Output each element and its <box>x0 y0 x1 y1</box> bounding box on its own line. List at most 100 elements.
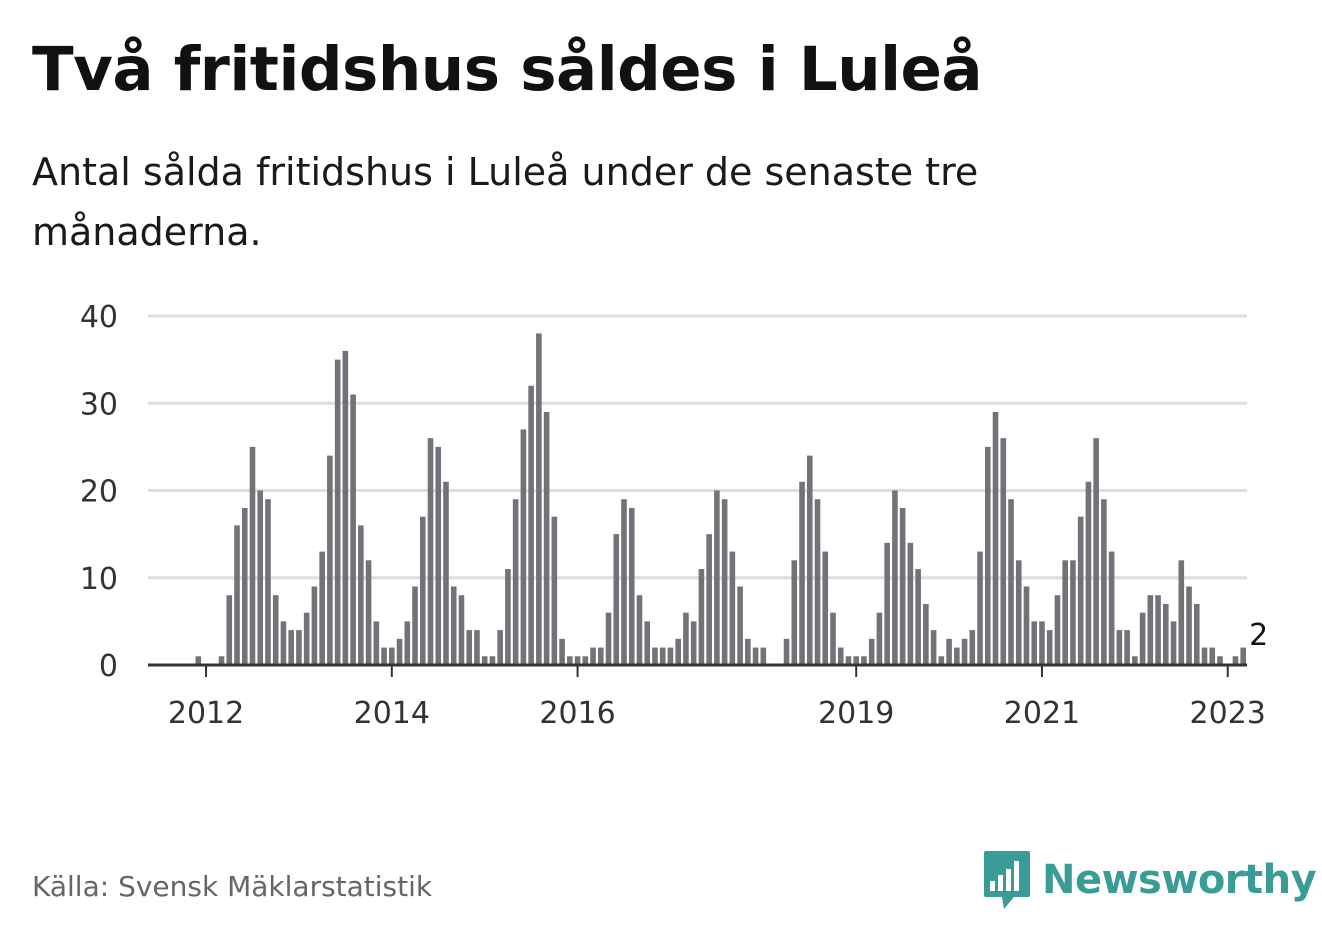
bar <box>729 551 736 665</box>
bar <box>481 656 488 665</box>
bar <box>884 542 890 665</box>
bar <box>1062 560 1068 665</box>
bar <box>814 499 821 665</box>
bar <box>605 612 612 665</box>
bar <box>690 621 697 665</box>
bar <box>868 638 875 665</box>
bar <box>876 612 883 665</box>
bar <box>280 621 287 665</box>
bar <box>296 630 302 665</box>
bar <box>450 586 457 665</box>
bar <box>288 630 294 665</box>
y-tick-label: 30 <box>80 387 118 422</box>
bar <box>1008 499 1014 665</box>
bar-chart-speech-bubble-icon <box>984 851 1030 909</box>
x-tick-label: 2014 <box>354 696 430 731</box>
bar <box>303 612 310 665</box>
brand-logo: Newsworthy <box>982 848 1317 912</box>
bar <box>1240 647 1247 665</box>
bar <box>1132 656 1138 665</box>
bar <box>543 411 550 665</box>
bar <box>1147 595 1154 665</box>
bar <box>1139 612 1146 665</box>
bar <box>721 499 728 665</box>
y-tick-label: 10 <box>80 562 118 597</box>
bar <box>760 647 767 665</box>
x-tick-label: 2021 <box>1004 696 1080 731</box>
bar <box>683 612 689 665</box>
bar <box>1178 560 1185 665</box>
highlight-data-label: 2 <box>1249 618 1268 653</box>
bar <box>443 481 449 665</box>
bar <box>745 638 751 665</box>
bar <box>551 516 558 665</box>
y-tick-label: 0 <box>99 649 118 684</box>
bar <box>1046 630 1053 665</box>
brand-name: Newsworthy <box>1042 857 1317 903</box>
bar <box>1039 621 1045 665</box>
x-tick-label: 2023 <box>1190 696 1266 731</box>
bar <box>714 490 720 665</box>
bar <box>954 647 960 665</box>
bar <box>1186 586 1192 665</box>
bar <box>272 595 279 665</box>
bar <box>474 630 480 665</box>
data-labels: 2 <box>1249 618 1268 653</box>
bar <box>837 647 844 665</box>
bar <box>497 630 503 665</box>
bar <box>907 542 914 665</box>
bar <box>327 455 333 665</box>
bar <box>752 647 759 665</box>
bar <box>574 656 581 665</box>
bar <box>389 647 395 665</box>
bar <box>381 647 387 665</box>
bar <box>636 595 643 665</box>
bar <box>1209 647 1216 665</box>
bar <box>1201 647 1208 665</box>
bar <box>830 612 836 665</box>
bar <box>365 560 372 665</box>
bar <box>1093 438 1099 665</box>
bar <box>1023 586 1030 665</box>
bar <box>505 569 511 665</box>
bar <box>783 638 790 665</box>
bar <box>853 656 860 665</box>
bar <box>1232 656 1239 665</box>
bar <box>520 429 527 665</box>
bar <box>799 481 805 665</box>
bar <box>559 638 565 665</box>
bar <box>992 411 999 665</box>
bar <box>1085 481 1092 665</box>
bar <box>536 333 542 665</box>
bar <box>265 499 271 665</box>
bar <box>597 647 604 665</box>
bar <box>249 446 256 665</box>
y-tick-label: 20 <box>80 475 118 510</box>
bar <box>458 595 465 665</box>
bar <box>1000 438 1007 665</box>
bar <box>373 621 380 665</box>
bar <box>969 630 976 665</box>
bar <box>226 595 233 665</box>
bar <box>1193 603 1200 665</box>
bar <box>845 656 852 665</box>
bar <box>1155 595 1161 665</box>
bar <box>1108 551 1115 665</box>
bar <box>915 569 921 665</box>
bar <box>582 656 589 665</box>
bar <box>923 603 929 665</box>
bar <box>899 507 906 665</box>
bar <box>675 638 681 665</box>
bar <box>195 656 202 665</box>
bar <box>644 621 651 665</box>
bar <box>435 446 442 665</box>
bar <box>1170 621 1177 665</box>
bar <box>512 499 519 665</box>
bar <box>621 499 627 665</box>
bar <box>1015 560 1022 665</box>
bar <box>489 656 496 665</box>
bar <box>427 438 434 665</box>
bar <box>961 638 968 665</box>
bar <box>419 516 426 665</box>
bar <box>806 455 813 665</box>
